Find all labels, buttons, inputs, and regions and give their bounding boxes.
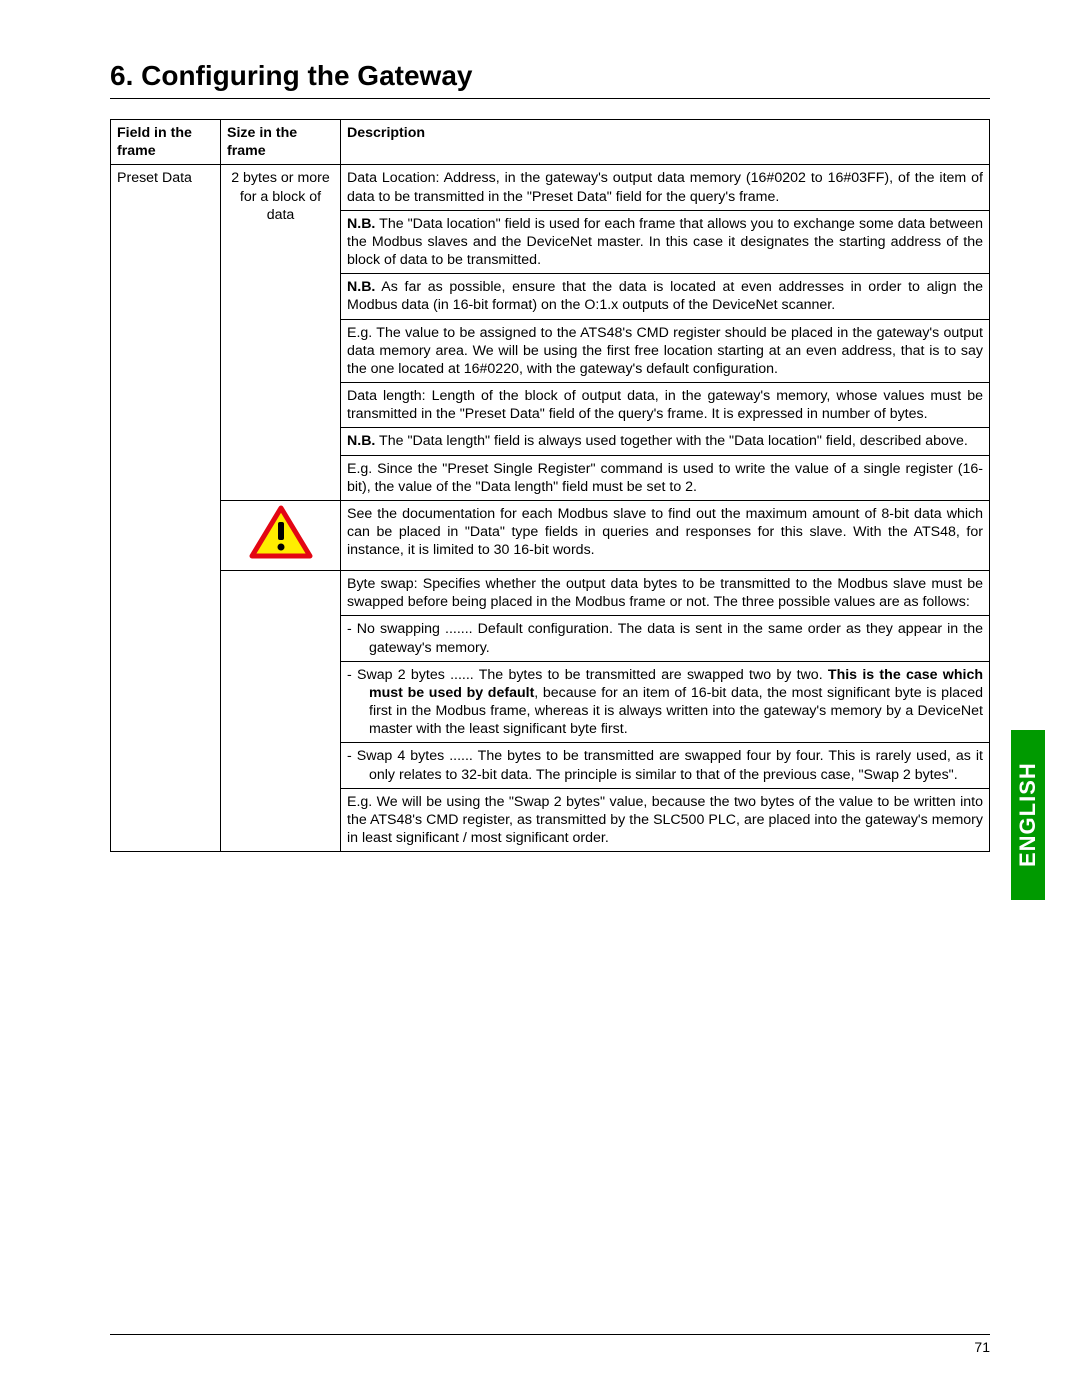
table-row: See the documentation for each Modbus sl… (111, 500, 990, 570)
desc-text: N.B. As far as possible, ensure that the… (347, 278, 983, 314)
config-table: Field in the frame Size in the frame Des… (110, 119, 990, 852)
col-size: Size in the frame (221, 120, 341, 165)
nb-rest: The "Data length" field is always used t… (375, 433, 967, 449)
col-desc: Description (341, 120, 990, 165)
cell-desc: Data length: Length of the block of outp… (341, 383, 990, 428)
desc-text: E.g. Since the "Preset Single Register" … (347, 460, 983, 496)
cell-desc: E.g. We will be using the "Swap 2 bytes"… (341, 788, 990, 852)
table-row: Byte swap: Specifies whether the output … (111, 571, 990, 616)
language-tab: ENGLISH (1011, 730, 1045, 900)
cell-desc: N.B. As far as possible, ensure that the… (341, 274, 990, 319)
desc-text: - Swap 2 bytes ...... The bytes to be tr… (347, 666, 983, 739)
col-field: Field in the frame (111, 120, 221, 165)
chapter-title: 6. Configuring the Gateway (110, 60, 990, 92)
table-row: Preset Data 2 bytes or more for a block … (111, 165, 990, 210)
nb-rest: As far as possible, ensure that the data… (347, 279, 983, 313)
desc-text: N.B. The "Data length" field is always u… (347, 432, 983, 450)
desc-text: E.g. The value to be assigned to the ATS… (347, 324, 983, 379)
title-rule (110, 98, 990, 99)
page: 6. Configuring the Gateway Field in the … (0, 0, 1080, 1397)
cell-field: Preset Data (111, 165, 221, 852)
footer-rule (110, 1334, 990, 1335)
cell-warning (221, 500, 341, 570)
desc-text: Data Location: Address, in the gateway's… (347, 169, 983, 205)
swap2-pre: - Swap 2 bytes ...... The bytes to be tr… (347, 667, 828, 683)
cell-size-empty (221, 571, 341, 852)
desc-text: - Swap 4 bytes ...... The bytes to be tr… (347, 747, 983, 783)
cell-desc: N.B. The "Data location" field is used f… (341, 210, 990, 274)
cell-desc: - No swapping ....... Default configurat… (341, 616, 990, 661)
nb-lead: N.B. (347, 216, 375, 232)
page-footer: 71 (110, 1334, 990, 1355)
cell-size: 2 bytes or more for a block of data (221, 165, 341, 501)
table-header-row: Field in the frame Size in the frame Des… (111, 120, 990, 165)
nb-lead: N.B. (347, 279, 375, 295)
cell-desc: - Swap 4 bytes ...... The bytes to be tr… (341, 743, 990, 788)
cell-desc: N.B. The "Data length" field is always u… (341, 428, 990, 455)
desc-text: See the documentation for each Modbus sl… (347, 505, 983, 560)
cell-desc: Byte swap: Specifies whether the output … (341, 571, 990, 616)
nb-lead: N.B. (347, 433, 375, 449)
desc-text: N.B. The "Data location" field is used f… (347, 215, 983, 270)
cell-desc: Data Location: Address, in the gateway's… (341, 165, 990, 210)
nb-rest: The "Data location" field is used for ea… (347, 216, 983, 268)
cell-desc: See the documentation for each Modbus sl… (341, 500, 990, 570)
warning-icon (249, 505, 313, 561)
cell-desc: - Swap 2 bytes ...... The bytes to be tr… (341, 661, 990, 743)
page-number: 71 (110, 1339, 990, 1355)
desc-text: Byte swap: Specifies whether the output … (347, 575, 983, 611)
desc-text: - No swapping ....... Default configurat… (347, 620, 983, 656)
desc-text: Data length: Length of the block of outp… (347, 387, 983, 423)
desc-text: E.g. We will be using the "Swap 2 bytes"… (347, 793, 983, 848)
cell-desc: E.g. The value to be assigned to the ATS… (341, 319, 990, 383)
cell-desc: E.g. Since the "Preset Single Register" … (341, 455, 990, 500)
